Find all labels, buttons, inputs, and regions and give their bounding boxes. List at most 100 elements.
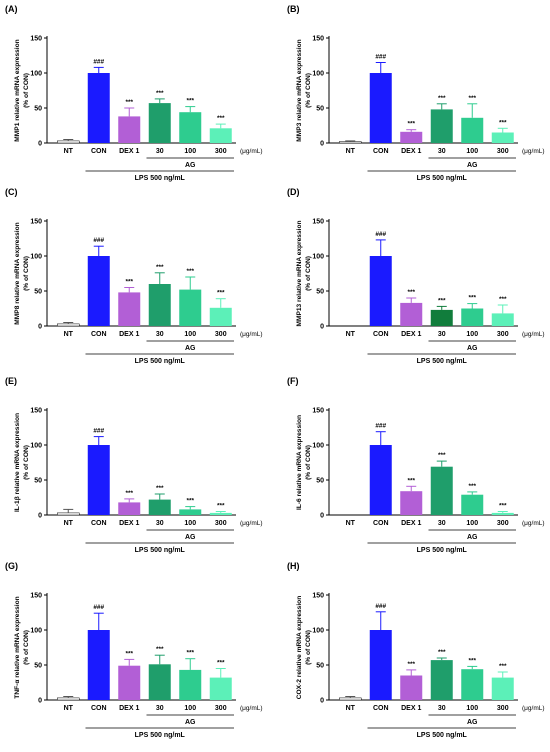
bar (461, 494, 484, 515)
bar (87, 73, 110, 143)
bar (430, 309, 453, 326)
x-tick-label: 100 (466, 331, 478, 338)
panel-label: (A) (5, 4, 18, 14)
x-tick-label: NT (346, 331, 356, 338)
x-tick-label: NT (64, 705, 74, 712)
y-axis-label: TNF-α relative mRNA expression (14, 596, 21, 698)
bar (461, 308, 484, 326)
chart-panel-b: (B) MMP3 relative mRNA expression (% of CO… (287, 4, 545, 182)
significance-label: *** (125, 490, 133, 497)
bar (209, 677, 232, 700)
chart-panel-c: (C) MMP8 relative mRNA expression (% of CO… (5, 187, 263, 365)
significance-label: *** (156, 90, 164, 97)
y-tick-label: 50 (316, 478, 324, 485)
x-tick-label: CON (91, 331, 107, 338)
x-tick-label: 300 (215, 148, 227, 155)
y-tick-label: 50 (34, 663, 42, 670)
x-tick-label: 300 (215, 520, 227, 527)
x-tick-label: CON (91, 520, 107, 527)
x-tick-label: DEX 1 (401, 148, 421, 155)
panel-label: (D) (287, 187, 300, 197)
chart-panel-a: (A) MMP1 relative mRNA expression (% of CO… (5, 4, 263, 182)
bar (369, 445, 392, 515)
bar (339, 141, 362, 144)
bar (400, 302, 423, 326)
panel-label: (H) (287, 561, 300, 571)
ag-group-label: AG (185, 719, 196, 726)
significance-label: ### (375, 54, 386, 61)
bar (461, 117, 484, 143)
lps-group-label: LPS 500 ng/mL (417, 547, 468, 554)
significance-label: *** (186, 498, 194, 505)
significance-label: *** (468, 483, 476, 490)
bar (339, 697, 362, 701)
unit-label: (μg/mL) (240, 705, 263, 712)
bar (400, 491, 423, 515)
bar (57, 323, 80, 327)
x-tick-label: CON (91, 705, 107, 712)
y-axis-label-group: MMP1 relative mRNA expression (% of CON) (14, 39, 30, 141)
unit-label: (μg/mL) (240, 148, 263, 155)
x-tick-label: 30 (156, 520, 164, 527)
x-tick-label: NT (64, 331, 74, 338)
significance-label: *** (407, 121, 415, 128)
significance-label: *** (217, 503, 225, 510)
y-tick-label: 100 (312, 443, 324, 450)
y-tick-label: 100 (312, 71, 324, 78)
y-tick-label: 50 (316, 663, 324, 670)
significance-label: ### (93, 428, 104, 435)
x-tick-label: DEX 1 (119, 148, 139, 155)
y-tick-label: 150 (30, 36, 42, 43)
y-axis-label-suffix: (% of CON) (23, 445, 30, 480)
y-axis-label-suffix: (% of CON) (305, 73, 312, 108)
y-tick-label: 0 (38, 513, 42, 520)
bar (461, 669, 484, 700)
x-tick-label: 300 (215, 705, 227, 712)
chart-panel-e: (E) IL-1β relative mRNA expression (% of C… (5, 376, 263, 554)
bar (179, 669, 202, 700)
bar (491, 512, 514, 515)
y-tick-label: 0 (320, 513, 324, 520)
panel-label: (F) (287, 376, 299, 386)
significance-label: *** (186, 268, 194, 275)
significance-label: *** (468, 657, 476, 664)
x-tick-label: NT (346, 148, 356, 155)
y-tick-label: 150 (30, 593, 42, 600)
x-tick-label: 300 (497, 705, 509, 712)
lps-group-label: LPS 500 ng/mL (135, 547, 186, 554)
panel-label: (C) (5, 187, 18, 197)
y-axis-label: IL-6 relative mRNA expression (296, 415, 303, 510)
ag-group-label: AG (185, 534, 196, 541)
x-tick-label: 100 (466, 520, 478, 527)
chart-panel-h: (H) COX-2 relative mRNA expression (% of C… (287, 561, 545, 739)
unit-label: (μg/mL) (522, 148, 545, 155)
y-axis-label-group: MMP3 relative mRNA expression (% of CON) (296, 39, 312, 141)
significance-label: *** (407, 661, 415, 668)
bar (87, 445, 110, 515)
significance-label: *** (156, 264, 164, 271)
significance-label: *** (156, 646, 164, 653)
y-axis-label-suffix: (% of CON) (23, 256, 30, 291)
x-tick-label: NT (64, 148, 74, 155)
unit-label: (μg/mL) (240, 520, 263, 527)
bar (118, 502, 141, 515)
y-tick-label: 100 (30, 443, 42, 450)
x-tick-label: 100 (466, 148, 478, 155)
y-axis-label-group: TNF-α relative mRNA expression (% of CON) (14, 596, 30, 698)
bar (87, 256, 110, 326)
ag-group-label: AG (185, 162, 196, 169)
significance-label: ### (93, 237, 104, 244)
x-tick-label: 300 (215, 331, 227, 338)
x-tick-label: 30 (438, 148, 446, 155)
bar (148, 284, 171, 326)
bar (148, 499, 171, 515)
panel-label: (E) (5, 376, 17, 386)
significance-label: *** (217, 290, 225, 297)
y-tick-label: 50 (34, 106, 42, 113)
significance-label: *** (125, 99, 133, 106)
bar (491, 313, 514, 326)
unit-label: (μg/mL) (240, 331, 263, 338)
panel-label: (G) (5, 561, 18, 571)
significance-label: *** (156, 485, 164, 492)
